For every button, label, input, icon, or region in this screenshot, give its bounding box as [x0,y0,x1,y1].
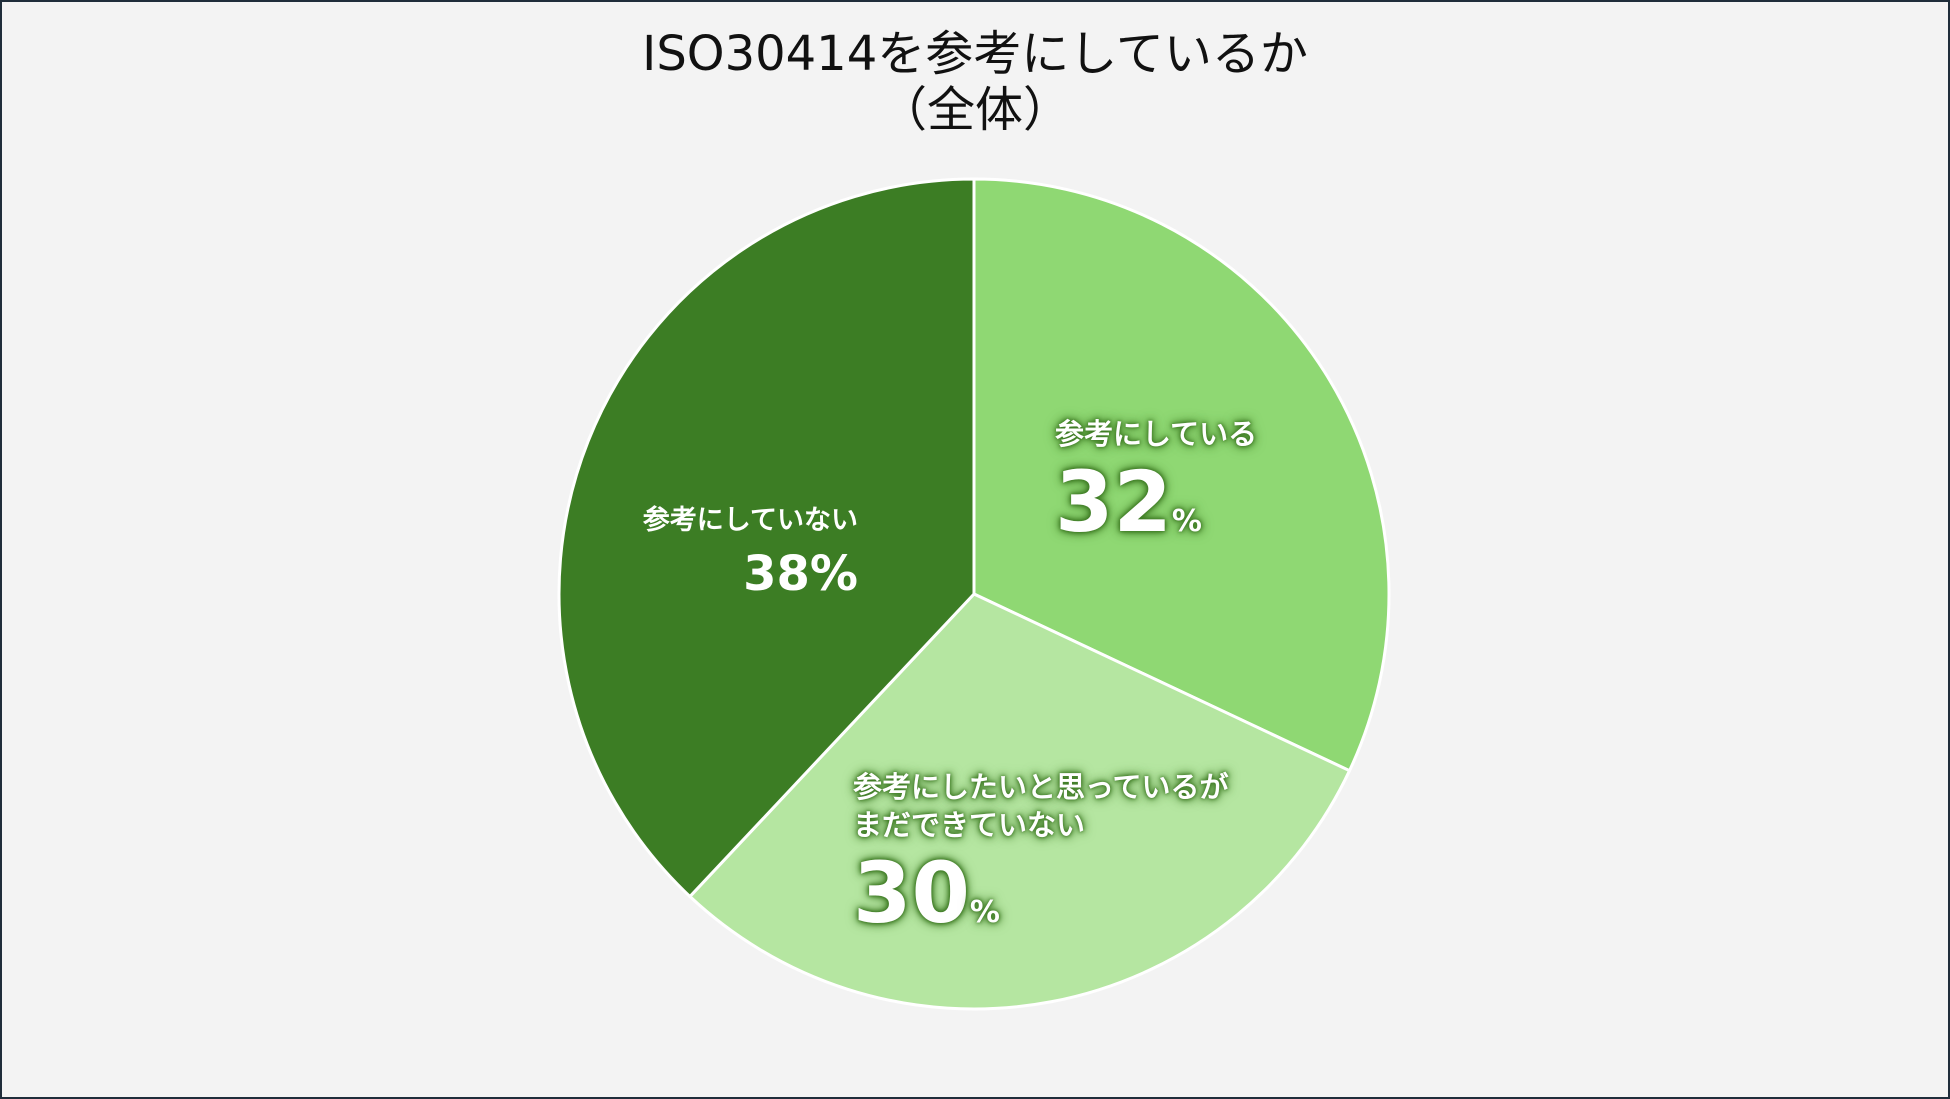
slice-label-reference-value: 32% [1055,457,1257,567]
slice-value-reference: 32 [1055,453,1172,551]
slice-label-not-reference: 参考にしていない 38% [634,503,858,603]
chart-title: ISO30414を参考にしているか （全体） [0,26,1950,138]
slice-label-not-reference-value: 38% [634,545,858,603]
slice-not-reference [557,177,976,899]
slice-reference [972,177,1391,773]
slice-unit-want-to: % [969,895,1000,930]
slice-value-not-reference: 38 [743,546,810,602]
slice-unit-reference: % [1171,504,1202,539]
chart-title-line2: （全体） [878,82,1071,138]
slice-label-reference-text: 参考にしている [1055,417,1258,451]
chart-title-line1: ISO30414を参考にしているか [642,26,1308,82]
slice-value-want-to: 30 [853,844,970,942]
slice-label-want-to: 参考にしたいと思っているが まだできていない 30% [853,768,1229,958]
slice-label-want-to-value: 30% [853,848,1229,958]
slice-label-want-to-text: 参考にしたいと思っているが [853,770,1229,804]
slice-want-to [688,592,1351,1011]
slice-label-want-to-text-line2: まだできていない [853,808,1086,842]
slice-label-reference: 参考にしている 32% [1055,415,1257,567]
slice-unit-not-reference: % [809,546,858,602]
slice-label-not-reference-text: 参考にしていない [642,505,858,536]
